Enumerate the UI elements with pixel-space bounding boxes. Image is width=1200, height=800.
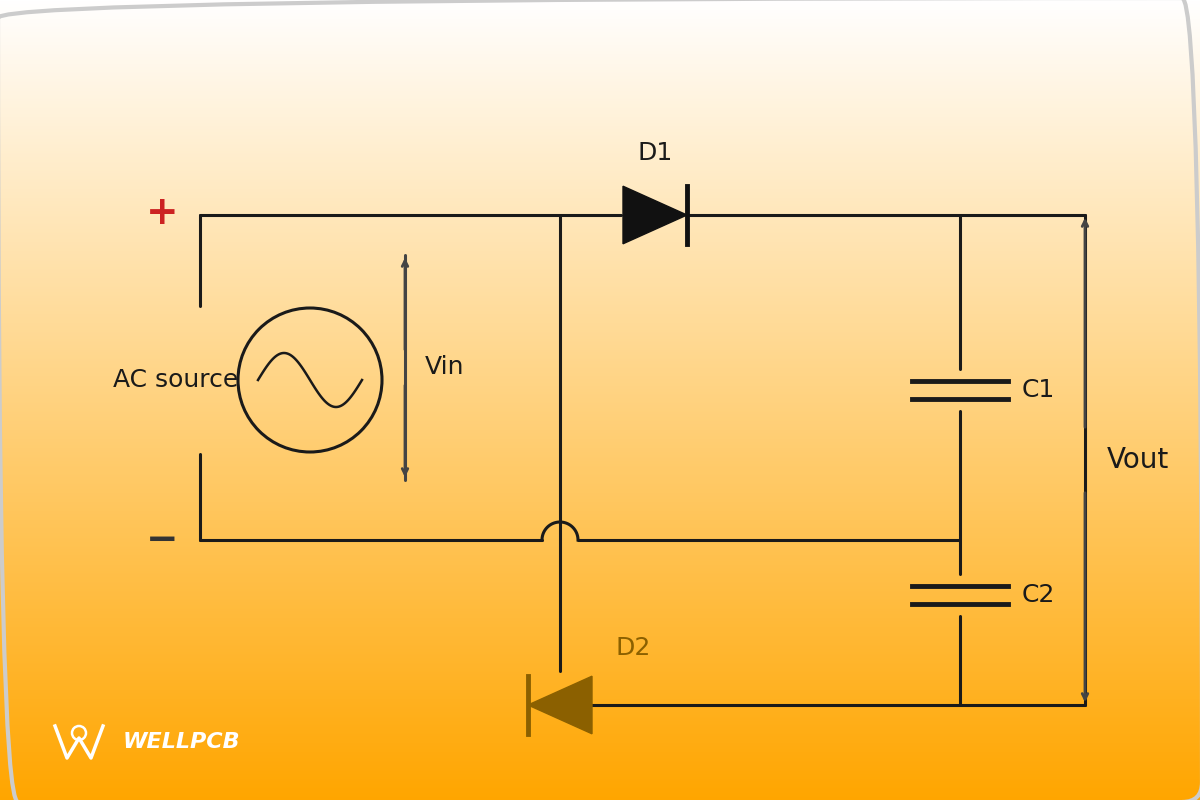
Text: +: + — [145, 194, 179, 232]
Polygon shape — [623, 186, 686, 244]
Text: D1: D1 — [637, 141, 673, 165]
Text: Vin: Vin — [425, 355, 464, 379]
Text: D2: D2 — [616, 636, 650, 660]
Text: C1: C1 — [1022, 378, 1055, 402]
Text: WELLPCB: WELLPCB — [124, 732, 241, 752]
Text: AC source: AC source — [113, 368, 239, 392]
Text: Vout: Vout — [1108, 446, 1169, 474]
Text: −: − — [145, 521, 179, 559]
Polygon shape — [528, 676, 592, 734]
Text: C2: C2 — [1022, 583, 1055, 607]
